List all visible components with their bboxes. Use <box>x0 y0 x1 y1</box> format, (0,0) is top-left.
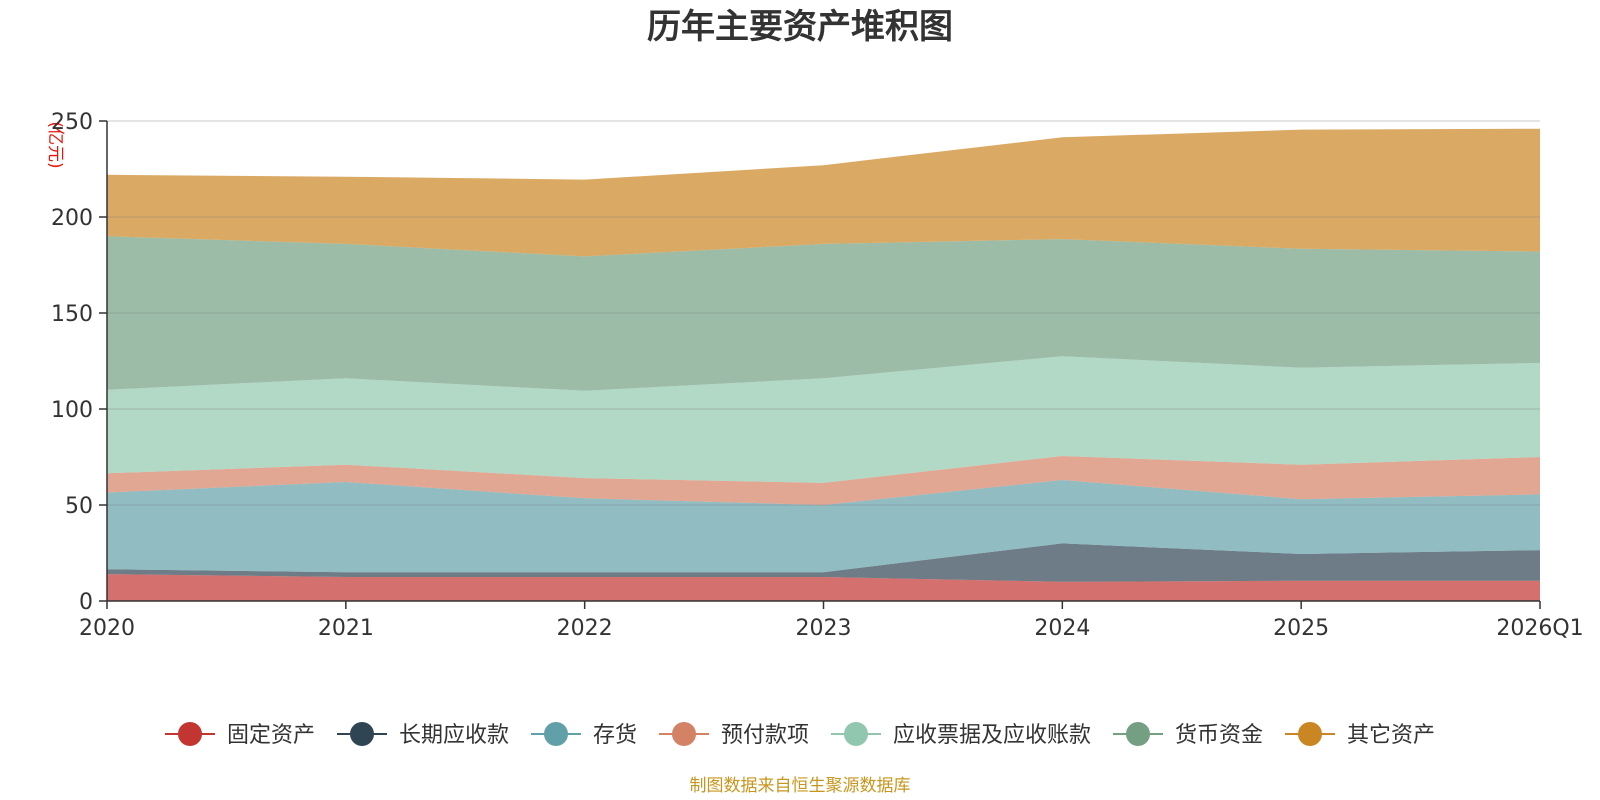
legend-marker-icon <box>544 722 568 746</box>
x-tick-label: 2021 <box>318 616 374 641</box>
area-series-4[interactable] <box>107 456 1540 505</box>
legend-label: 长期应收款 <box>399 723 509 748</box>
y-tick-label: 0 <box>79 590 93 615</box>
legend-label: 货币资金 <box>1175 723 1263 748</box>
data-source-note: 制图数据来自恒生聚源数据库 <box>690 776 911 796</box>
legend-item-6[interactable]: 货币资金 <box>1113 722 1263 748</box>
legend-marker-icon <box>844 722 868 746</box>
legend-item-5[interactable]: 应收票据及应收账款 <box>831 722 1091 748</box>
legend-marker-icon <box>672 722 696 746</box>
legend-label: 预付款项 <box>721 723 809 748</box>
legend-item-2[interactable]: 长期应收款 <box>337 722 509 748</box>
legend-item-7[interactable]: 其它资产 <box>1285 722 1435 748</box>
x-tick-label: 2024 <box>1034 616 1090 641</box>
legend-marker-icon <box>178 722 202 746</box>
legend-marker-icon <box>1298 722 1322 746</box>
legend-item-3[interactable]: 存货 <box>531 722 637 748</box>
chart-title: 历年主要资产堆积图 <box>647 7 953 47</box>
legend[interactable]: 固定资产 长期应收款 存货 预付款项 应收票据及应收账款 货币资金 其它资产 <box>165 722 1435 748</box>
x-tick-label: 2025 <box>1273 616 1329 641</box>
x-tick-label: 2026Q1 <box>1496 616 1583 641</box>
legend-label: 其它资产 <box>1347 723 1435 748</box>
area-series-group <box>107 128 1540 601</box>
x-tick-label: 2020 <box>79 616 135 641</box>
legend-label: 存货 <box>593 723 637 748</box>
legend-item-4[interactable]: 预付款项 <box>659 722 809 748</box>
legend-marker-icon <box>350 722 374 746</box>
legend-marker-icon <box>1126 722 1150 746</box>
legend-item-1[interactable]: 固定资产 <box>165 722 315 748</box>
y-tick-label: 100 <box>51 398 93 423</box>
y-tick-label: 200 <box>51 206 93 231</box>
area-series-1[interactable] <box>107 574 1540 601</box>
axes: 0 50 100 150 200 250 2020 2021 2022 2023 2024 2025 2… <box>51 110 1584 641</box>
x-tick-label: 2022 <box>557 616 613 641</box>
area-series-6[interactable] <box>107 236 1540 391</box>
y-tick-label: 50 <box>65 494 93 519</box>
area-series-7[interactable] <box>107 128 1540 257</box>
legend-label: 应收票据及应收账款 <box>893 723 1091 748</box>
y-tick-label: 150 <box>51 302 93 327</box>
y-axis-unit-label: (亿元) <box>45 121 65 168</box>
area-series-3[interactable] <box>107 480 1540 573</box>
legend-label: 固定资产 <box>227 723 315 748</box>
x-tick-label: 2023 <box>796 616 852 641</box>
y-tick-label: 250 <box>51 110 93 135</box>
area-series-5[interactable] <box>107 356 1540 483</box>
